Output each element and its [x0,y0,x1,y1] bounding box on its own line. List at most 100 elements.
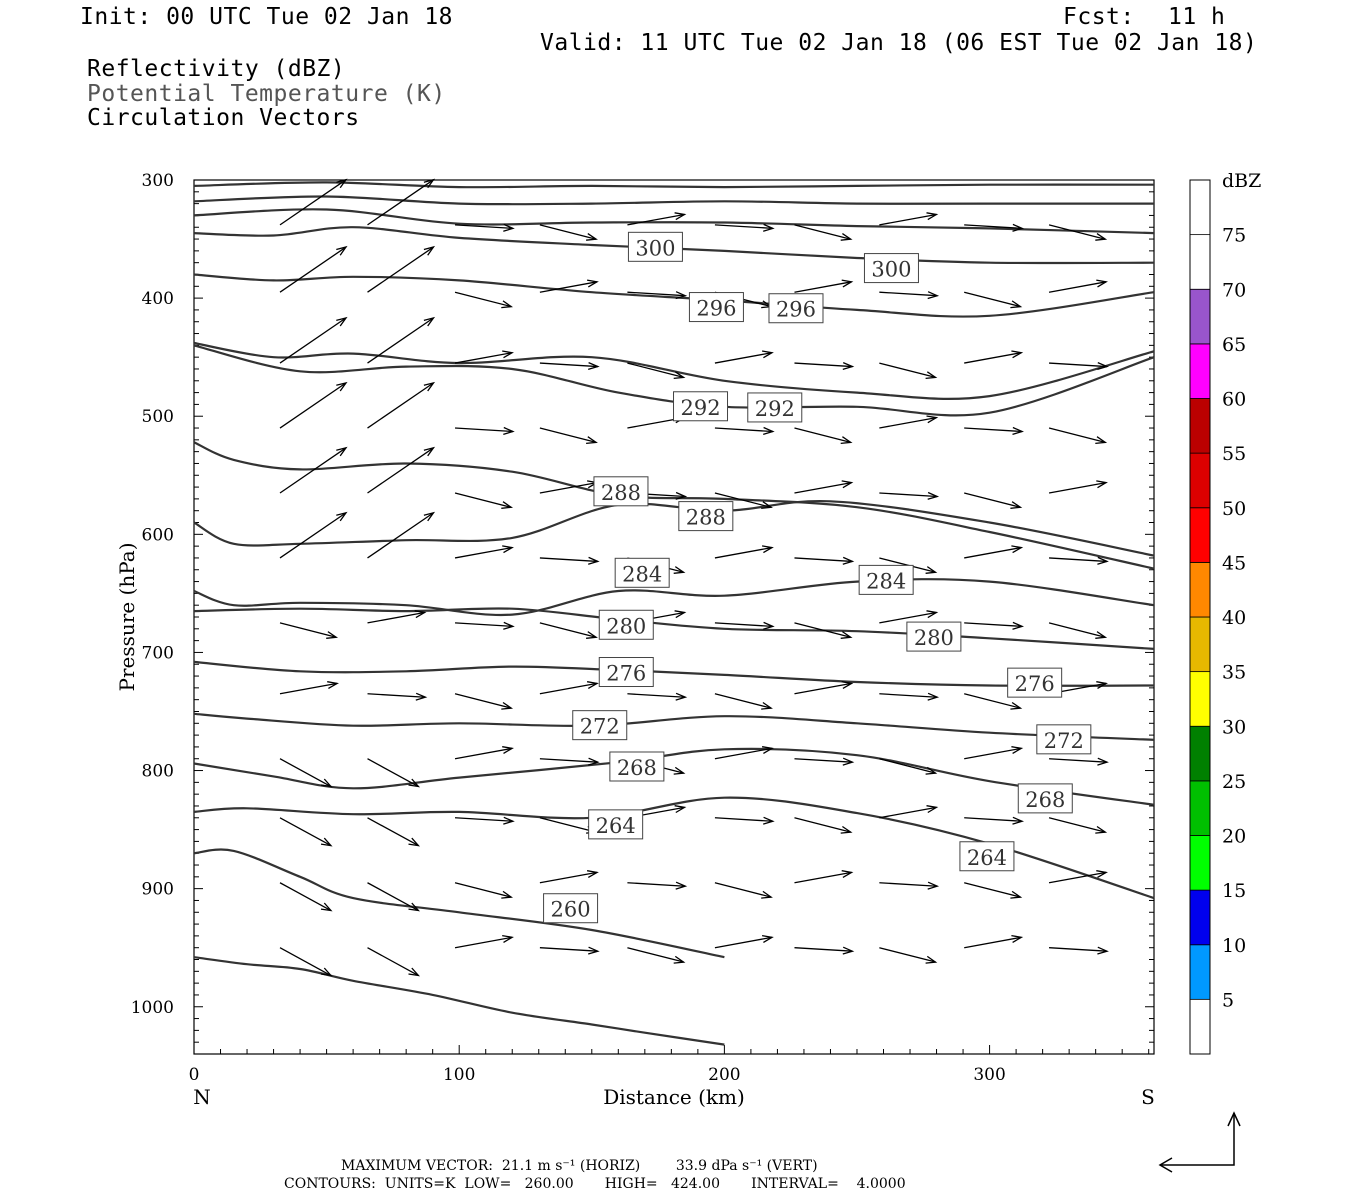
x-axis-south: S [1141,1085,1155,1109]
colorbar-bin [1189,288,1211,345]
colorbar: 5 10 15 20 25 30 35 40 45 50 55 60 65 70 75 [1189,179,1246,1055]
circulation-vector [964,291,1023,309]
circulation-vector [539,757,600,766]
isentrope-label: 272 [1036,724,1092,755]
circulation-vector [1049,556,1109,565]
x-axis-label: Distance (km) [603,1085,745,1109]
isentrope-272 [193,712,1155,741]
svg-text:284: 284 [866,569,906,593]
isentrope-288 [193,499,1155,557]
colorbar-level-label: 10 [1222,935,1246,957]
circulation-vector [279,511,348,559]
svg-text:276: 276 [1015,672,1055,696]
y-tick-label: 600 [142,525,174,545]
isentrope-302 [193,195,1154,206]
circulation-vector [279,245,348,293]
isentrope-296 [193,273,1155,318]
x-tick-label: 200 [708,1065,740,1085]
svg-text:272: 272 [580,715,620,739]
circulation-vector [539,279,599,293]
circulation-vector [454,621,515,630]
svg-text:280: 280 [606,614,646,638]
circulation-vector [714,223,775,232]
plot-frame [193,179,1155,1055]
init-time: Init: 00 UTC Tue 02 Jan 18 [80,4,454,30]
circulation-vector [367,381,436,429]
svg-text:288: 288 [601,481,641,505]
svg-text:284: 284 [622,562,662,586]
isentrope-label: 296 [768,293,824,324]
x-tick-label: 100 [443,1065,475,1085]
colorbar-level-label: 35 [1222,662,1246,684]
svg-text:296: 296 [776,298,816,322]
circulation-vector [794,870,854,884]
forecast-label: Fcst: [1063,4,1135,30]
circulation-vector [627,212,687,226]
circulation-vector [879,291,940,300]
colorbar-level-label: 60 [1222,389,1246,411]
circulation-vector [964,350,1024,364]
isentrope-label: 276 [598,657,654,688]
circulation-vector [627,947,686,964]
valid-time: Valid: 11 UTC Tue 02 Jan 18 (06 EST Tue … [540,30,1258,56]
circulation-vector [367,610,427,624]
x-axis-north: N [193,1085,211,1109]
colorbar-bin [1189,507,1211,563]
circulation-vector [794,556,855,565]
svg-text:300: 300 [871,258,911,282]
circulation-vector [714,882,773,899]
isentrope-label: 292 [673,391,729,422]
colorbar-level-label: 45 [1222,552,1246,574]
circulation-vector [454,350,514,364]
svg-text:288: 288 [686,506,726,530]
isentrope-284 [193,578,1155,617]
circulation-vector [539,622,598,639]
colorbar-level-label: 30 [1222,716,1246,738]
circulation-vector [279,947,333,977]
circulation-vector [454,223,515,232]
colorbar-bin [1189,889,1211,946]
colorbar-bin [1189,343,1211,399]
circulation-vector [879,610,939,624]
circulation-vector [367,316,436,364]
y-tick-label: 900 [142,880,174,900]
isentrope-label: 300 [627,231,683,262]
circulation-vector [279,178,348,226]
circulation-vector [367,446,436,494]
y-tick-label: 300 [142,171,174,191]
isentrope-301 [193,208,1155,235]
circulation-vector [1048,427,1108,445]
colorbar-level-label: 70 [1222,279,1246,301]
isentrope-label: 264 [588,809,644,840]
colorbar-bin [1189,561,1211,618]
colorbar-bin [1189,616,1211,673]
circulation-vector [879,947,938,964]
colorbar-bin [1189,944,1211,1000]
circulation-vector [279,681,339,695]
circulation-vector [1049,362,1109,371]
colorbar-level-label: 5 [1222,989,1234,1011]
circulation-vector [964,746,1024,760]
isentrope-292 [193,344,1155,417]
circulation-vector [279,446,348,494]
isentrope-label: 268 [1017,783,1073,814]
isentrope-label: 268 [609,751,665,782]
circulation-vector [964,545,1024,559]
svg-text:280: 280 [914,626,954,650]
circulation-vector [964,934,1024,949]
colorbar-bin [1189,725,1211,782]
svg-text:300: 300 [635,236,675,260]
y-tick-label: 500 [142,407,174,427]
circulation-vector [794,757,855,766]
circulation-vector [714,693,773,710]
circulation-vector [714,934,774,949]
circulation-vector [879,758,938,775]
isentrope-label: 280 [906,621,962,652]
circulation-vector [627,291,688,300]
circulation-vector [879,212,939,226]
circulation-vector [539,817,598,834]
colorbar-bin [1189,398,1211,454]
colorbar-bin-below [1189,998,1211,1055]
circulation-vector [1049,757,1109,766]
colorbar-level-label: 65 [1222,334,1246,356]
